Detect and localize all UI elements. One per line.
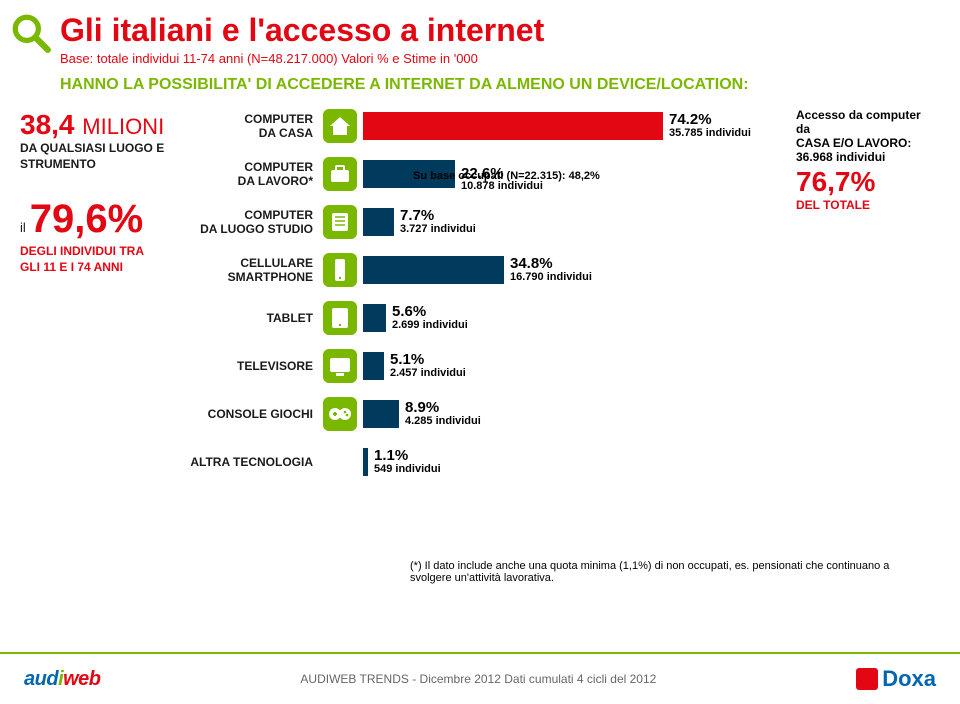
bar-individuals: 3.727 individui bbox=[400, 224, 476, 236]
total-millions: 38,4 MILIONI bbox=[20, 110, 185, 139]
bar-row: TELEVISORE 5.1% 2.457 individui bbox=[185, 342, 788, 390]
bar-row: TABLET 5.6% 2.699 individui bbox=[185, 294, 788, 342]
bar-row: COMPUTERDA LAVORO* 22.6% 10.878 individu… bbox=[185, 150, 788, 198]
bar-value: 5.1% 2.457 individui bbox=[390, 352, 466, 379]
bar-label: TABLET bbox=[185, 311, 323, 325]
right-title1: Accesso da computer bbox=[796, 108, 950, 122]
bar-individuals: 4.285 individui bbox=[405, 416, 481, 428]
bar-pct: 74.2% bbox=[669, 112, 751, 128]
bar-icon bbox=[323, 397, 357, 431]
bar-fill bbox=[363, 352, 384, 380]
right-title2: da bbox=[796, 122, 950, 136]
bar-pct: 34.8% bbox=[510, 256, 592, 272]
subase-note: Su base occupati (N=22.315): 48,2% bbox=[413, 171, 600, 183]
bar-fill bbox=[363, 208, 394, 236]
bars-column: COMPUTERDA CASA 74.2% 35.785 individui C… bbox=[185, 102, 788, 486]
right-title3: CASA E/O LAVORO: bbox=[796, 136, 950, 150]
bar-label: COMPUTERDA CASA bbox=[185, 112, 323, 140]
bar-track: 74.2% 35.785 individui bbox=[363, 112, 751, 140]
bar-label: CELLULARESMARTPHONE bbox=[185, 256, 323, 284]
bar-row: CELLULARESMARTPHONE 34.8% 16.790 individ… bbox=[185, 246, 788, 294]
bar-pct: 7.7% bbox=[400, 208, 476, 224]
bar-icon bbox=[323, 205, 357, 239]
bar-value: 7.7% 3.727 individui bbox=[400, 208, 476, 235]
bar-individuals: 2.699 individui bbox=[392, 320, 468, 332]
bar-row: COMPUTERDA CASA 74.2% 35.785 individui bbox=[185, 102, 788, 150]
right-individuals: 36.968 individui bbox=[796, 150, 950, 164]
bar-pct: 8.9% bbox=[405, 400, 481, 416]
left-cap2: GLI 11 E I 74 ANNI bbox=[20, 260, 185, 274]
bar-individuals: 2.457 individui bbox=[390, 368, 466, 380]
footer-text: AUDIWEB TRENDS - Dicembre 2012 Dati cumu… bbox=[101, 672, 857, 686]
big-pct: 79,6% bbox=[30, 197, 143, 242]
bar-icon bbox=[323, 301, 357, 335]
audiweb-logo: audiweb bbox=[24, 668, 101, 691]
bar-track: 5.6% 2.699 individui bbox=[363, 304, 468, 332]
bar-track: 1.1% 549 individui bbox=[363, 448, 441, 476]
bar-individuals: 16.790 individui bbox=[510, 272, 592, 284]
footer: audiweb AUDIWEB TRENDS - Dicembre 2012 D… bbox=[0, 652, 960, 704]
percent-row: il 79,6% bbox=[20, 197, 185, 242]
bar-icon bbox=[323, 349, 357, 383]
bar-fill bbox=[363, 448, 368, 476]
bar-value: 8.9% 4.285 individui bbox=[405, 400, 481, 427]
bar-value: 22.6% 10.878 individui Su base occupati … bbox=[461, 166, 600, 183]
bar-fill bbox=[363, 112, 663, 140]
bar-track: 34.8% 16.790 individui bbox=[363, 256, 592, 284]
bar-label: TELEVISORE bbox=[185, 359, 323, 373]
bar-icon bbox=[323, 253, 357, 287]
bar-pct: 1.1% bbox=[374, 448, 441, 464]
bar-icon bbox=[323, 157, 357, 191]
bar-individuals: 10.878 individui bbox=[461, 181, 600, 193]
main-content: 38,4 MILIONI DA QUALSIASI LUOGO E STRUME… bbox=[0, 102, 960, 486]
left-line1: DA QUALSIASI LUOGO E bbox=[20, 141, 185, 155]
bar-individuals: 549 individui bbox=[374, 464, 441, 476]
right-summary: Accesso da computer da CASA E/O LAVORO: … bbox=[788, 102, 960, 486]
bar-fill bbox=[363, 304, 386, 332]
bar-icon bbox=[323, 445, 357, 479]
subtitle: Base: totale individui 11-74 anni (N=48.… bbox=[60, 51, 544, 66]
header: Gli italiani e l'accesso a internet Base… bbox=[0, 0, 960, 66]
bar-icon bbox=[323, 109, 357, 143]
bar-track: 7.7% 3.727 individui bbox=[363, 208, 476, 236]
doxa-logo: Doxa bbox=[856, 666, 936, 692]
page-title: Gli italiani e l'accesso a internet bbox=[60, 12, 544, 49]
bar-row: COMPUTERDA LUOGO STUDIO 7.7% 3.727 indiv… bbox=[185, 198, 788, 246]
bignum-unit: MILIONI bbox=[82, 114, 164, 139]
left-line2: STRUMENTO bbox=[20, 157, 185, 171]
magnifier-icon bbox=[10, 12, 52, 54]
bar-pct: 5.1% bbox=[390, 352, 466, 368]
il-label: il bbox=[20, 220, 26, 235]
bar-fill bbox=[363, 256, 504, 284]
bar-value: 5.6% 2.699 individui bbox=[392, 304, 468, 331]
right-pct: 76,7% bbox=[796, 166, 950, 198]
bar-label: ALTRA TECNOLOGIA bbox=[185, 455, 323, 469]
bar-label: COMPUTERDA LUOGO STUDIO bbox=[185, 208, 323, 236]
headline: HANNO LA POSSIBILITA' DI ACCEDERE A INTE… bbox=[60, 76, 960, 94]
bar-value: 1.1% 549 individui bbox=[374, 448, 441, 475]
bar-track: 5.1% 2.457 individui bbox=[363, 352, 466, 380]
bignum-value: 38,4 bbox=[20, 109, 75, 140]
left-cap1: DEGLI INDIVIDUI TRA bbox=[20, 244, 185, 258]
bar-value: 74.2% 35.785 individui bbox=[669, 112, 751, 139]
bar-fill bbox=[363, 400, 399, 428]
bar-row: ALTRA TECNOLOGIA 1.1% 549 individui bbox=[185, 438, 788, 486]
bar-value: 34.8% 16.790 individui bbox=[510, 256, 592, 283]
footnote: (*) Il dato include anche una quota mini… bbox=[410, 560, 930, 584]
bar-label: CONSOLE GIOCHI bbox=[185, 407, 323, 421]
bar-track: 8.9% 4.285 individui bbox=[363, 400, 481, 428]
right-del-totale: DEL TOTALE bbox=[796, 198, 950, 212]
bar-track: 22.6% 10.878 individui Su base occupati … bbox=[363, 160, 600, 188]
left-summary: 38,4 MILIONI DA QUALSIASI LUOGO E STRUME… bbox=[20, 102, 185, 486]
bar-pct: 5.6% bbox=[392, 304, 468, 320]
bar-row: CONSOLE GIOCHI 8.9% 4.285 individui bbox=[185, 390, 788, 438]
bar-label: COMPUTERDA LAVORO* bbox=[185, 160, 323, 188]
bar-individuals: 35.785 individui bbox=[669, 128, 751, 140]
